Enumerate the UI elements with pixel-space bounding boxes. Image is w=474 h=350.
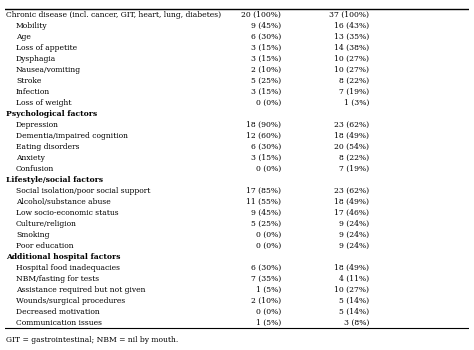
Text: Anxiety: Anxiety <box>16 154 45 162</box>
Text: 5 (25%): 5 (25%) <box>251 77 281 85</box>
Text: Poor education: Poor education <box>16 242 73 250</box>
Text: 6 (30%): 6 (30%) <box>251 33 281 41</box>
Text: Wounds/surgical procedures: Wounds/surgical procedures <box>16 297 125 305</box>
Text: 1 (3%): 1 (3%) <box>344 99 369 107</box>
Text: 8 (22%): 8 (22%) <box>339 154 369 162</box>
Text: Nausea/vomiting: Nausea/vomiting <box>16 66 81 74</box>
Text: Smoking: Smoking <box>16 231 49 239</box>
Text: 9 (45%): 9 (45%) <box>251 22 281 30</box>
Text: 10 (27%): 10 (27%) <box>334 55 369 63</box>
Text: 5 (25%): 5 (25%) <box>251 220 281 228</box>
Text: 18 (90%): 18 (90%) <box>246 121 281 129</box>
Text: 7 (19%): 7 (19%) <box>339 88 369 96</box>
Text: 13 (35%): 13 (35%) <box>334 33 369 41</box>
Text: 23 (62%): 23 (62%) <box>334 187 369 195</box>
Text: 0 (0%): 0 (0%) <box>256 242 281 250</box>
Text: Loss of weight: Loss of weight <box>16 99 72 107</box>
Text: 3 (15%): 3 (15%) <box>251 154 281 162</box>
Text: 20 (54%): 20 (54%) <box>334 143 369 151</box>
Text: GIT = gastrointestinal; NBM = nil by mouth.: GIT = gastrointestinal; NBM = nil by mou… <box>6 336 178 344</box>
Text: 7 (35%): 7 (35%) <box>251 275 281 283</box>
Text: 2 (10%): 2 (10%) <box>251 297 281 305</box>
Text: Chronic disease (incl. cancer, GIT, heart, lung, diabetes): Chronic disease (incl. cancer, GIT, hear… <box>6 11 221 19</box>
Text: Dysphagia: Dysphagia <box>16 55 56 63</box>
Text: Loss of appetite: Loss of appetite <box>16 44 77 52</box>
Text: Infection: Infection <box>16 88 50 96</box>
Text: 8 (22%): 8 (22%) <box>339 77 369 85</box>
Text: 14 (38%): 14 (38%) <box>334 44 369 52</box>
Text: 0 (0%): 0 (0%) <box>256 165 281 173</box>
Text: 5 (14%): 5 (14%) <box>339 308 369 316</box>
Text: 3 (15%): 3 (15%) <box>251 44 281 52</box>
Text: Hospital food inadequacies: Hospital food inadequacies <box>16 264 120 272</box>
Text: 17 (85%): 17 (85%) <box>246 187 281 195</box>
Text: 3 (15%): 3 (15%) <box>251 88 281 96</box>
Text: Culture/religion: Culture/religion <box>16 220 77 228</box>
Text: NBM/fasting for tests: NBM/fasting for tests <box>16 275 99 283</box>
Text: Decreased motivation: Decreased motivation <box>16 308 100 316</box>
Text: 18 (49%): 18 (49%) <box>334 198 369 206</box>
Text: 6 (30%): 6 (30%) <box>251 264 281 272</box>
Text: 9 (24%): 9 (24%) <box>339 242 369 250</box>
Text: Psychological factors: Psychological factors <box>6 110 97 118</box>
Text: Lifestyle/social factors: Lifestyle/social factors <box>6 176 103 184</box>
Text: 18 (49%): 18 (49%) <box>334 132 369 140</box>
Text: 3 (8%): 3 (8%) <box>344 319 369 327</box>
Text: 17 (46%): 17 (46%) <box>334 209 369 217</box>
Text: 9 (24%): 9 (24%) <box>339 231 369 239</box>
Text: Communication issues: Communication issues <box>16 319 102 327</box>
Text: Stroke: Stroke <box>16 77 41 85</box>
Text: 10 (27%): 10 (27%) <box>334 286 369 294</box>
Text: Dementia/impaired cognition: Dementia/impaired cognition <box>16 132 128 140</box>
Text: 23 (62%): 23 (62%) <box>334 121 369 129</box>
Text: 5 (14%): 5 (14%) <box>339 297 369 305</box>
Text: 4 (11%): 4 (11%) <box>339 275 369 283</box>
Text: 0 (0%): 0 (0%) <box>256 231 281 239</box>
Text: 7 (19%): 7 (19%) <box>339 165 369 173</box>
Text: 16 (43%): 16 (43%) <box>334 22 369 30</box>
Text: 1 (5%): 1 (5%) <box>256 286 281 294</box>
Text: 2 (10%): 2 (10%) <box>251 66 281 74</box>
Text: Eating disorders: Eating disorders <box>16 143 79 151</box>
Text: 1 (5%): 1 (5%) <box>256 319 281 327</box>
Text: 3 (15%): 3 (15%) <box>251 55 281 63</box>
Text: Social isolation/poor social support: Social isolation/poor social support <box>16 187 150 195</box>
Text: Alcohol/substance abuse: Alcohol/substance abuse <box>16 198 110 206</box>
Text: 0 (0%): 0 (0%) <box>256 99 281 107</box>
Text: 37 (100%): 37 (100%) <box>329 11 369 19</box>
Text: 11 (55%): 11 (55%) <box>246 198 281 206</box>
Text: 6 (30%): 6 (30%) <box>251 143 281 151</box>
Text: Confusion: Confusion <box>16 165 54 173</box>
Text: 0 (0%): 0 (0%) <box>256 308 281 316</box>
Text: 20 (100%): 20 (100%) <box>241 11 281 19</box>
Text: Additional hospital factors: Additional hospital factors <box>6 253 120 261</box>
Text: 18 (49%): 18 (49%) <box>334 264 369 272</box>
Text: Age: Age <box>16 33 31 41</box>
Text: Mobility: Mobility <box>16 22 47 30</box>
Text: 12 (60%): 12 (60%) <box>246 132 281 140</box>
Text: Low socio-economic status: Low socio-economic status <box>16 209 118 217</box>
Text: 10 (27%): 10 (27%) <box>334 66 369 74</box>
Text: 9 (24%): 9 (24%) <box>339 220 369 228</box>
Text: Depression: Depression <box>16 121 59 129</box>
Text: 9 (45%): 9 (45%) <box>251 209 281 217</box>
Text: Assistance required but not given: Assistance required but not given <box>16 286 146 294</box>
